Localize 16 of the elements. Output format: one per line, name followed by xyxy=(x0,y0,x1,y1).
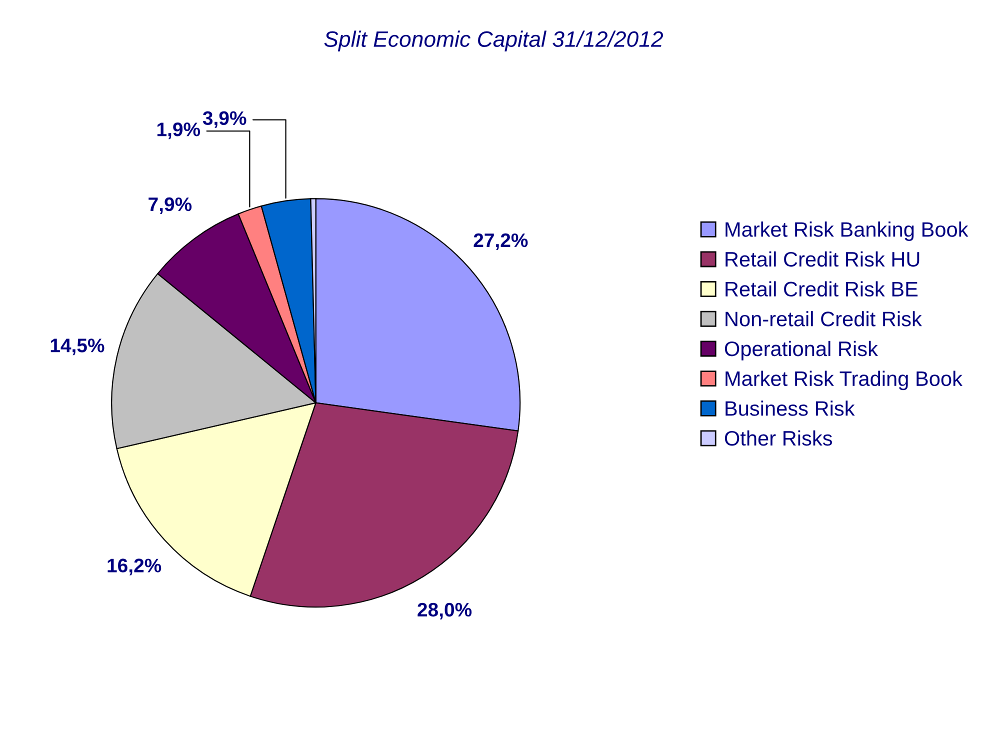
chart-title: Split Economic Capital 31/12/2012 xyxy=(324,30,664,52)
legend-label: Retail Credit Risk BE xyxy=(726,281,918,297)
legend-label: Other Risks xyxy=(724,430,832,446)
legend-label: Market Risk Trading Book xyxy=(726,370,962,390)
data-label: 7,9% xyxy=(148,197,192,214)
data-label: 16,2% xyxy=(108,558,162,576)
data-label: 28,0% xyxy=(418,602,472,620)
legend-label: Non-retail Credit Risk xyxy=(726,311,922,326)
data-label: 14,5% xyxy=(50,338,104,356)
data-label: 1,9% xyxy=(157,122,200,140)
legend-label: Market Risk Banking Book xyxy=(726,222,968,241)
data-label: 27,2% xyxy=(474,233,528,250)
legend-label: Business Risk xyxy=(726,400,855,416)
legend-label: Retail Credit Risk HU xyxy=(726,251,920,267)
data-label: 3,9% xyxy=(202,111,246,128)
legend-label: Operational Risk xyxy=(724,340,878,360)
